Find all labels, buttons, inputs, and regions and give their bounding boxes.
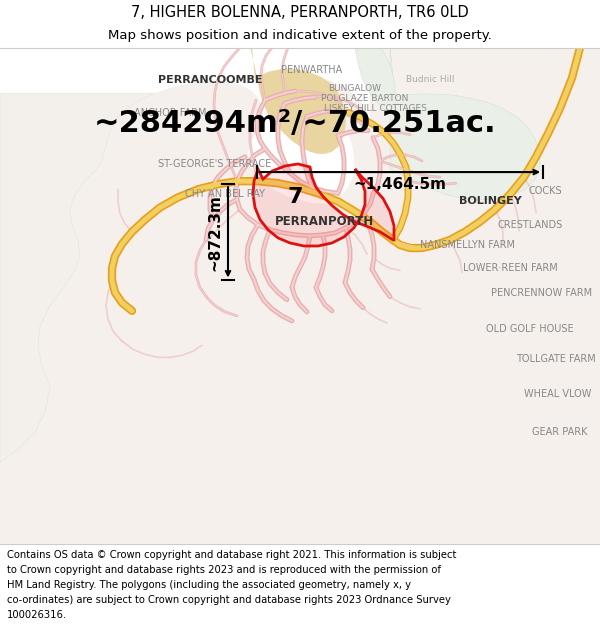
Text: 7, HIGHER BOLENNA, PERRANPORTH, TR6 0LD: 7, HIGHER BOLENNA, PERRANPORTH, TR6 0LD [131, 5, 469, 20]
Text: ~284294m²/~70.251ac.: ~284294m²/~70.251ac. [94, 109, 496, 138]
Text: Budnic Hill: Budnic Hill [406, 76, 454, 84]
Text: ~1,464.5m: ~1,464.5m [353, 177, 446, 192]
Text: LISKEY HILL COTTAGES: LISKEY HILL COTTAGES [323, 104, 427, 112]
Text: PENWARTHA: PENWARTHA [281, 65, 343, 75]
Text: ~872.3m: ~872.3m [208, 194, 223, 271]
Text: ANCHOR FARM: ANCHOR FARM [134, 108, 206, 118]
Text: ST-GEORGE'S TERRACE: ST-GEORGE'S TERRACE [158, 159, 272, 169]
Text: WHEAL VLOW: WHEAL VLOW [524, 389, 592, 399]
Polygon shape [355, 48, 395, 113]
Text: NANSMELLYN FARM: NANSMELLYN FARM [421, 240, 515, 250]
Polygon shape [253, 164, 394, 246]
Text: PENCRENNOW FARM: PENCRENNOW FARM [491, 288, 593, 298]
Text: Map shows position and indicative extent of the property.: Map shows position and indicative extent… [108, 29, 492, 42]
Text: LOWER·REEN FARM: LOWER·REEN FARM [463, 263, 557, 273]
Text: POLGLAZE BARTON: POLGLAZE BARTON [322, 94, 409, 102]
Text: 100026316.: 100026316. [7, 611, 67, 621]
Text: Contains OS data © Crown copyright and database right 2021. This information is : Contains OS data © Crown copyright and d… [7, 550, 457, 560]
Text: 7: 7 [287, 188, 303, 208]
Polygon shape [250, 48, 346, 154]
Text: CHY AN BEL RAY: CHY AN BEL RAY [185, 189, 265, 199]
Text: GEAR PARK: GEAR PARK [532, 428, 588, 438]
Text: OLD GOLF HOUSE: OLD GOLF HOUSE [486, 324, 574, 334]
Text: BOLINGEY: BOLINGEY [458, 196, 521, 206]
Polygon shape [390, 48, 540, 199]
Polygon shape [0, 93, 155, 462]
Text: to Crown copyright and database rights 2023 and is reproduced with the permissio: to Crown copyright and database rights 2… [7, 565, 441, 575]
Text: TOLLGATE FARM: TOLLGATE FARM [516, 354, 596, 364]
Text: BUNGALOW: BUNGALOW [329, 84, 382, 92]
Text: PERRANCOOMBE: PERRANCOOMBE [158, 75, 262, 85]
Text: PERRANPORTH: PERRANPORTH [275, 215, 374, 228]
Text: HM Land Registry. The polygons (including the associated geometry, namely x, y: HM Land Registry. The polygons (includin… [7, 580, 411, 590]
Text: co-ordinates) are subject to Crown copyright and database rights 2023 Ordnance S: co-ordinates) are subject to Crown copyr… [7, 596, 451, 606]
Text: COCKS: COCKS [528, 186, 562, 196]
Polygon shape [0, 48, 600, 544]
Text: CRESTLANDS: CRESTLANDS [497, 220, 563, 230]
